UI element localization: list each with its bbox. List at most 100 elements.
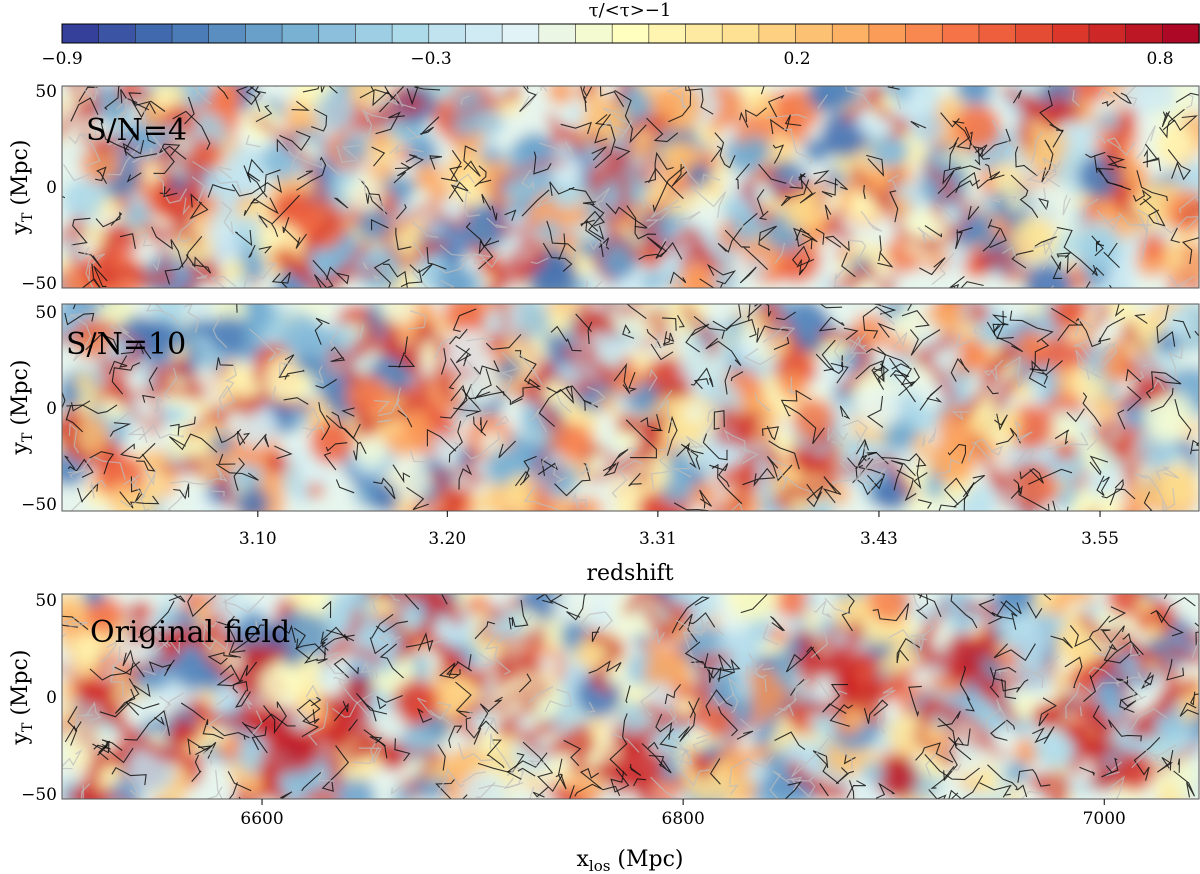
skeleton-segment <box>464 192 481 218</box>
skeleton-segment <box>945 763 962 772</box>
skeleton-segment <box>1107 719 1143 742</box>
skeleton-segment <box>954 165 981 171</box>
skeleton-segment <box>169 477 227 485</box>
skeleton-segment <box>974 144 988 166</box>
skeleton-segment <box>1151 371 1182 385</box>
skeleton-segment <box>810 627 829 659</box>
skeleton-segment <box>376 694 403 710</box>
skeleton-segment <box>582 86 593 98</box>
skeleton-segment <box>527 759 545 767</box>
skeleton-segment <box>1097 317 1126 343</box>
skeleton-segment <box>785 646 815 673</box>
skeleton-segment <box>457 742 494 762</box>
skeleton-segment <box>528 408 548 433</box>
skeleton-segment <box>202 746 218 765</box>
skeleton-segment <box>652 166 685 213</box>
skeleton-segment <box>361 108 369 123</box>
colorbar-step <box>318 23 357 44</box>
skeleton-segment <box>1032 228 1059 250</box>
skeleton-segment <box>568 187 596 206</box>
skeleton-segment <box>711 463 743 505</box>
skeleton-segment <box>931 252 955 286</box>
skeleton-segment <box>1173 770 1196 798</box>
skeleton-segment <box>202 719 224 740</box>
skeleton-segment <box>748 653 767 693</box>
skeleton-segment <box>831 462 859 486</box>
skeleton-segment <box>280 791 293 799</box>
skeleton-segment <box>896 638 921 664</box>
skeleton-segment <box>1100 625 1125 644</box>
skeleton-segment <box>730 371 744 382</box>
skeleton-segment <box>625 685 631 704</box>
skeleton-segment <box>279 130 311 151</box>
skeleton-segment <box>706 263 737 285</box>
skeleton-segment <box>626 304 647 320</box>
skeleton-segment <box>1194 622 1199 646</box>
skeleton-segment <box>654 333 665 348</box>
skeleton-segment <box>978 598 1003 625</box>
skeleton-segment <box>538 386 575 427</box>
colorbar-step <box>978 23 1017 44</box>
colorbar-step <box>98 23 137 44</box>
skeleton-segment <box>565 385 586 411</box>
skeleton-segment <box>879 304 900 326</box>
skeleton-segment <box>521 169 535 190</box>
skeleton-segment <box>465 222 500 247</box>
skeleton-segment <box>131 100 156 119</box>
skeleton-segment <box>398 336 408 368</box>
skeleton-segment <box>163 367 178 399</box>
skeleton-segment <box>201 615 231 651</box>
skeleton-segment <box>475 781 496 799</box>
skeleton-segment <box>769 114 802 135</box>
skeleton-segment <box>110 664 124 698</box>
filament-skeleton <box>62 86 1199 288</box>
skeleton-segment <box>584 95 587 112</box>
skeleton-segment <box>614 146 631 161</box>
skeleton-segment <box>460 95 470 106</box>
skeleton-segment <box>680 443 704 470</box>
skeleton-segment <box>370 219 389 231</box>
skeleton-segment <box>140 473 156 511</box>
skeleton-segment <box>215 426 242 444</box>
skeleton-segment <box>723 429 746 465</box>
skeleton-segment <box>322 600 332 619</box>
skeleton-segment <box>846 780 867 799</box>
skeleton-segment <box>1086 425 1101 451</box>
skeleton-segment <box>1128 371 1145 385</box>
x-axis-label: redshift <box>586 561 673 586</box>
skeleton-segment <box>877 251 894 268</box>
skeleton-segment <box>560 121 592 135</box>
skeleton-segment <box>305 684 321 700</box>
skeleton-segment <box>662 332 675 345</box>
skeleton-segment <box>98 739 123 761</box>
skeleton-segment <box>491 205 498 221</box>
skeleton-segment <box>222 358 237 399</box>
skeleton-segment <box>1010 174 1039 218</box>
skeleton-segment <box>276 138 289 152</box>
skeleton-segment <box>936 203 958 223</box>
skeleton-segment <box>1101 478 1124 499</box>
y-axis-label: yT (Mpc) <box>8 360 36 456</box>
skeleton-segment <box>1114 304 1125 317</box>
skeleton-segment <box>893 329 908 348</box>
skeleton-segment <box>216 694 230 706</box>
skeleton-segment <box>427 636 448 647</box>
skeleton-segment <box>216 166 232 180</box>
skeleton-segment <box>148 367 158 391</box>
skeleton-segment <box>678 613 698 643</box>
skeleton-segment <box>443 416 460 431</box>
skeleton-segment <box>321 651 340 660</box>
skeleton-segment <box>948 728 971 747</box>
skeleton-segment <box>1075 317 1101 348</box>
skeleton-segment <box>234 689 251 708</box>
skeleton-segment <box>659 206 682 221</box>
skeleton-segment <box>806 483 824 508</box>
skeleton-segment <box>75 714 93 728</box>
skeleton-segment <box>1133 737 1161 781</box>
skeleton-segment <box>126 172 142 183</box>
skeleton-segment <box>674 211 701 225</box>
skeleton-segment <box>111 766 147 786</box>
skeleton-segment <box>312 259 334 288</box>
skeleton-segment <box>839 405 851 420</box>
skeleton-segment <box>910 633 928 651</box>
